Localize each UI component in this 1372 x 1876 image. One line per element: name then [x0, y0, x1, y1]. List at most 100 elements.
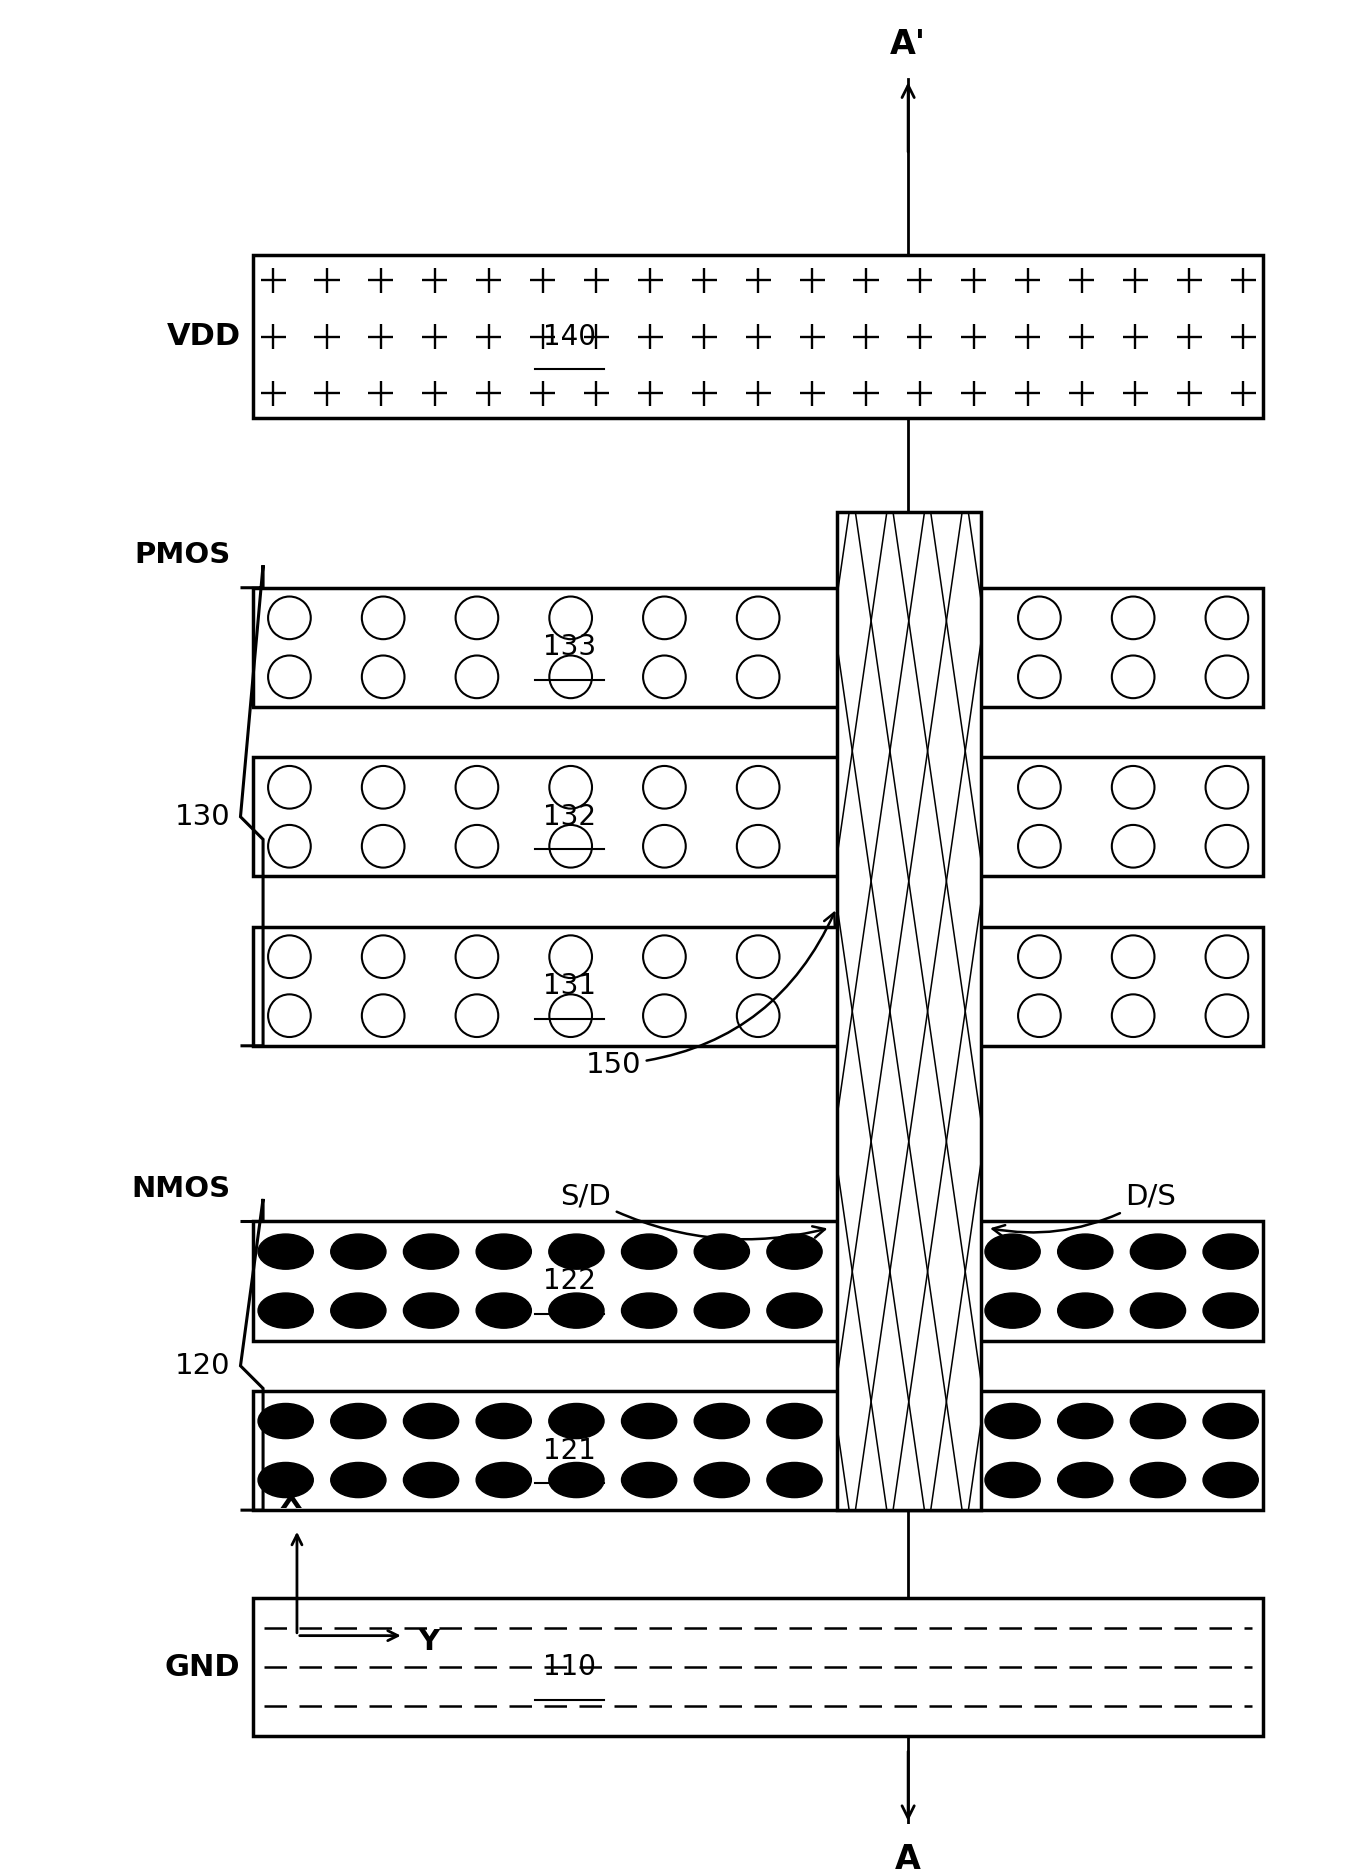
Circle shape [1018, 765, 1061, 809]
Circle shape [643, 655, 686, 698]
Ellipse shape [1131, 1234, 1185, 1270]
Text: D/S: D/S [993, 1182, 1176, 1236]
Circle shape [643, 994, 686, 1037]
Circle shape [1111, 655, 1154, 698]
Text: 130: 130 [174, 803, 230, 831]
Text: 121: 121 [543, 1437, 597, 1465]
Ellipse shape [258, 1293, 313, 1328]
Text: 110: 110 [543, 1653, 597, 1681]
Ellipse shape [549, 1234, 604, 1270]
Circle shape [549, 825, 591, 867]
Ellipse shape [258, 1463, 313, 1497]
Ellipse shape [1131, 1403, 1185, 1439]
Text: 140: 140 [543, 323, 597, 351]
Circle shape [1018, 655, 1061, 698]
Ellipse shape [1203, 1403, 1258, 1439]
Text: VDD: VDD [166, 323, 240, 351]
Ellipse shape [1131, 1293, 1185, 1328]
Circle shape [737, 765, 779, 809]
Bar [252, 1598, 1264, 1735]
Ellipse shape [403, 1234, 458, 1270]
Ellipse shape [1058, 1403, 1113, 1439]
Text: 133: 133 [543, 634, 597, 662]
Ellipse shape [622, 1463, 676, 1497]
Circle shape [456, 994, 498, 1037]
Ellipse shape [403, 1463, 458, 1497]
Circle shape [1111, 765, 1154, 809]
Circle shape [362, 765, 405, 809]
Ellipse shape [476, 1234, 531, 1270]
Ellipse shape [767, 1463, 822, 1497]
Circle shape [1206, 825, 1249, 867]
Text: A': A' [890, 28, 926, 60]
Circle shape [268, 597, 311, 640]
Ellipse shape [331, 1403, 386, 1439]
Bar [252, 1390, 1264, 1510]
Circle shape [643, 765, 686, 809]
Text: S/D: S/D [561, 1182, 825, 1240]
Circle shape [456, 597, 498, 640]
Ellipse shape [622, 1234, 676, 1270]
Ellipse shape [331, 1293, 386, 1328]
Text: 122: 122 [543, 1266, 597, 1294]
Circle shape [268, 825, 311, 867]
Ellipse shape [549, 1293, 604, 1328]
Circle shape [456, 765, 498, 809]
Circle shape [1206, 655, 1249, 698]
Ellipse shape [767, 1293, 822, 1328]
Text: 150: 150 [586, 914, 834, 1079]
Circle shape [737, 597, 779, 640]
Circle shape [643, 825, 686, 867]
Circle shape [456, 936, 498, 977]
Text: PMOS: PMOS [134, 540, 230, 568]
Ellipse shape [258, 1234, 313, 1270]
Circle shape [362, 655, 405, 698]
Circle shape [1206, 765, 1249, 809]
Circle shape [1018, 936, 1061, 977]
Ellipse shape [476, 1293, 531, 1328]
Circle shape [643, 597, 686, 640]
Circle shape [456, 655, 498, 698]
Circle shape [1111, 994, 1154, 1037]
Ellipse shape [1203, 1234, 1258, 1270]
Circle shape [549, 936, 591, 977]
Ellipse shape [694, 1234, 749, 1270]
Circle shape [1206, 994, 1249, 1037]
Ellipse shape [622, 1293, 676, 1328]
Ellipse shape [549, 1463, 604, 1497]
Circle shape [1018, 825, 1061, 867]
Circle shape [1018, 994, 1061, 1037]
Ellipse shape [1131, 1463, 1185, 1497]
Text: GND: GND [165, 1653, 240, 1681]
Bar [252, 587, 1264, 707]
Ellipse shape [1058, 1234, 1113, 1270]
Ellipse shape [1058, 1293, 1113, 1328]
Ellipse shape [985, 1234, 1040, 1270]
Ellipse shape [694, 1463, 749, 1497]
Ellipse shape [476, 1403, 531, 1439]
Circle shape [643, 936, 686, 977]
Ellipse shape [549, 1403, 604, 1439]
Circle shape [268, 994, 311, 1037]
Bar [837, 512, 981, 1510]
Circle shape [549, 994, 591, 1037]
Ellipse shape [985, 1293, 1040, 1328]
Circle shape [1111, 825, 1154, 867]
Ellipse shape [622, 1403, 676, 1439]
Circle shape [737, 994, 779, 1037]
Circle shape [268, 655, 311, 698]
Bar [252, 758, 1264, 876]
Text: NMOS: NMOS [132, 1174, 230, 1203]
Text: X: X [280, 1486, 302, 1514]
Text: 131: 131 [543, 972, 597, 1000]
Text: Y: Y [418, 1628, 439, 1657]
Circle shape [737, 936, 779, 977]
Circle shape [362, 597, 405, 640]
Circle shape [362, 936, 405, 977]
Ellipse shape [403, 1293, 458, 1328]
Bar [252, 1221, 1264, 1341]
Text: A: A [895, 1842, 921, 1876]
Circle shape [268, 765, 311, 809]
Circle shape [737, 655, 779, 698]
Ellipse shape [331, 1234, 386, 1270]
